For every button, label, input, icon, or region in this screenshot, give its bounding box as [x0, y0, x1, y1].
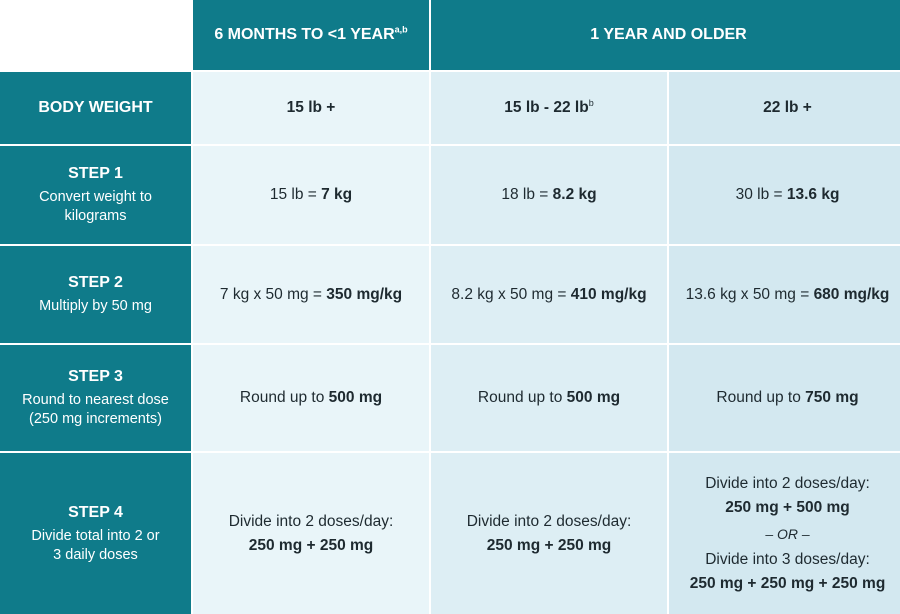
step1-title: STEP 1	[68, 165, 123, 182]
body-weight-col3: 22 lb +	[669, 72, 900, 144]
body-weight-label: BODY WEIGHT	[38, 99, 153, 116]
step4-col2: Divide into 2 doses/day: 250 mg + 250 mg	[431, 453, 667, 614]
step4-col1-line1: Divide into 2 doses/day:	[228, 512, 394, 530]
table-corner	[0, 0, 191, 70]
step4-col3-line4: 250 mg + 250 mg + 250 mg	[689, 574, 886, 592]
step1-col1: 15 lb = 7 kg	[193, 146, 429, 244]
step3-col1-pre: Round up to	[239, 389, 329, 406]
body-weight-col2-footnote: b	[588, 97, 594, 108]
step1-col2: 18 lb = 8.2 kg	[431, 146, 667, 244]
step1-col1-value: 7 kg	[321, 186, 353, 203]
step4-col3-line2: 250 mg + 500 mg	[725, 498, 850, 516]
step4-col3-line1: Divide into 2 doses/day:	[705, 474, 870, 492]
step2-col3-value: 680 mg/kg	[813, 285, 890, 303]
step3-col2-value: 500 mg	[566, 389, 621, 406]
step4-col1: Divide into 2 doses/day: 250 mg + 250 mg	[193, 453, 429, 614]
body-weight-col1-text: 15 lb +	[286, 99, 336, 116]
row-label-body-weight: BODY WEIGHT	[0, 72, 191, 144]
step3-desc: Round to nearest dose (250 mg increments…	[22, 392, 169, 427]
step4-title: STEP 4	[68, 503, 123, 521]
step4-col2-line2: 250 mg + 250 mg	[486, 536, 612, 554]
header-col2-text: 1 YEAR AND OLDER	[590, 26, 747, 43]
step3-col1-value: 500 mg	[328, 389, 383, 406]
body-weight-col1: 15 lb +	[193, 72, 429, 144]
step2-col3: 13.6 kg x 50 mg = 680 mg/kg	[669, 246, 900, 343]
body-weight-col2: 15 lb - 22 lbb	[431, 72, 667, 144]
step2-col1-value: 350 mg/kg	[326, 285, 403, 303]
body-weight-col3-text: 22 lb +	[763, 99, 812, 116]
body-weight-col2-text: 15 lb - 22 lb	[504, 99, 589, 116]
step2-col1-pre: 7 kg x 50 mg =	[219, 285, 327, 303]
step3-col3-pre: Round up to	[716, 389, 806, 406]
row-label-step4: STEP 4 Divide total into 2 or 3 daily do…	[0, 453, 191, 614]
step3-col2-pre: Round up to	[477, 389, 567, 406]
step3-title: STEP 3	[68, 368, 123, 385]
step2-title: STEP 2	[68, 274, 123, 291]
step1-col3-pre: 30 lb =	[735, 186, 787, 203]
row-label-step2: STEP 2 Multiply by 50 mg	[0, 246, 191, 343]
step4-col3: Divide into 2 doses/day: 250 mg + 500 mg…	[669, 453, 900, 614]
step4-col2-line1: Divide into 2 doses/day:	[466, 512, 632, 530]
header-1-year-and-older: 1 YEAR AND OLDER	[431, 0, 900, 70]
step2-col1: 7 kg x 50 mg = 350 mg/kg	[193, 246, 429, 343]
step3-col2: Round up to 500 mg	[431, 345, 667, 451]
step2-col2-value: 410 mg/kg	[570, 285, 647, 303]
step2-col3-pre: 13.6 kg x 50 mg =	[685, 285, 814, 303]
header-col1-text: 6 MONTHS TO <1 YEAR	[214, 26, 395, 43]
row-label-step3: STEP 3 Round to nearest dose (250 mg inc…	[0, 345, 191, 451]
step4-col3-line3: Divide into 3 doses/day:	[705, 550, 870, 568]
step2-col2-pre: 8.2 kg x 50 mg =	[451, 285, 571, 303]
header-6-months-to-1-year: 6 MONTHS TO <1 YEARa,b	[193, 0, 429, 70]
step1-desc: Convert weight to kilograms	[39, 189, 152, 224]
step4-desc: Divide total into 2 or 3 daily doses	[31, 527, 160, 563]
step4-col3-or: – OR –	[765, 525, 810, 542]
row-label-step1: STEP 1 Convert weight to kilograms	[0, 146, 191, 244]
step1-col3-value: 13.6 kg	[786, 186, 840, 203]
step1-col2-pre: 18 lb =	[501, 186, 553, 203]
step2-desc: Multiply by 50 mg	[39, 298, 152, 314]
step3-col3: Round up to 750 mg	[669, 345, 900, 451]
step3-col1: Round up to 500 mg	[193, 345, 429, 451]
step4-col1-line2: 250 mg + 250 mg	[248, 536, 374, 554]
header-col1-footnote: a,b	[394, 24, 408, 35]
step1-col1-pre: 15 lb =	[269, 186, 322, 203]
step3-col3-value: 750 mg	[805, 389, 859, 406]
step1-col2-value: 8.2 kg	[552, 186, 597, 203]
step2-col2: 8.2 kg x 50 mg = 410 mg/kg	[431, 246, 667, 343]
step1-col3: 30 lb = 13.6 kg	[669, 146, 900, 244]
